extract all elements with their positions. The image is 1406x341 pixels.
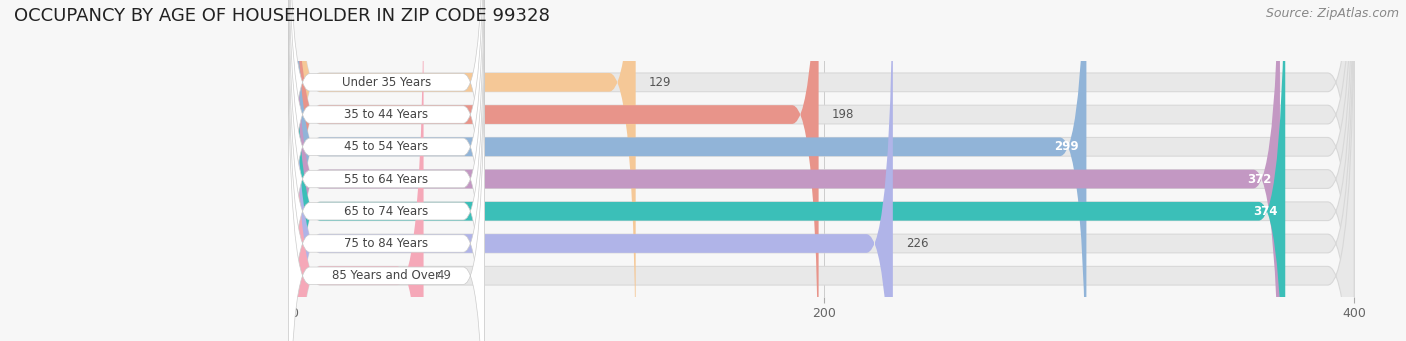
FancyBboxPatch shape (288, 0, 485, 341)
FancyBboxPatch shape (294, 0, 1354, 341)
FancyBboxPatch shape (294, 0, 893, 341)
Text: OCCUPANCY BY AGE OF HOUSEHOLDER IN ZIP CODE 99328: OCCUPANCY BY AGE OF HOUSEHOLDER IN ZIP C… (14, 7, 550, 25)
Text: Under 35 Years: Under 35 Years (342, 76, 432, 89)
FancyBboxPatch shape (294, 0, 636, 341)
FancyBboxPatch shape (294, 0, 1354, 341)
FancyBboxPatch shape (294, 0, 1279, 341)
Text: 55 to 64 Years: 55 to 64 Years (344, 173, 429, 186)
Text: 49: 49 (437, 269, 451, 282)
Text: 65 to 74 Years: 65 to 74 Years (344, 205, 429, 218)
FancyBboxPatch shape (288, 0, 485, 341)
Text: 372: 372 (1247, 173, 1272, 186)
FancyBboxPatch shape (288, 0, 485, 331)
Text: 35 to 44 Years: 35 to 44 Years (344, 108, 429, 121)
Text: 299: 299 (1054, 140, 1078, 153)
Text: 85 Years and Over: 85 Years and Over (332, 269, 440, 282)
FancyBboxPatch shape (294, 0, 1354, 341)
FancyBboxPatch shape (294, 0, 1354, 341)
FancyBboxPatch shape (288, 0, 485, 341)
Text: Source: ZipAtlas.com: Source: ZipAtlas.com (1265, 7, 1399, 20)
FancyBboxPatch shape (294, 0, 1285, 341)
Text: 226: 226 (905, 237, 928, 250)
FancyBboxPatch shape (294, 0, 1354, 341)
Text: 75 to 84 Years: 75 to 84 Years (344, 237, 429, 250)
Text: 374: 374 (1253, 205, 1277, 218)
FancyBboxPatch shape (294, 0, 423, 341)
Text: 45 to 54 Years: 45 to 54 Years (344, 140, 429, 153)
Text: 129: 129 (650, 76, 672, 89)
FancyBboxPatch shape (294, 0, 818, 341)
FancyBboxPatch shape (288, 0, 485, 341)
FancyBboxPatch shape (294, 0, 1354, 341)
FancyBboxPatch shape (294, 0, 1087, 341)
FancyBboxPatch shape (294, 0, 1354, 341)
FancyBboxPatch shape (288, 0, 485, 341)
FancyBboxPatch shape (288, 27, 485, 341)
Text: 198: 198 (832, 108, 855, 121)
